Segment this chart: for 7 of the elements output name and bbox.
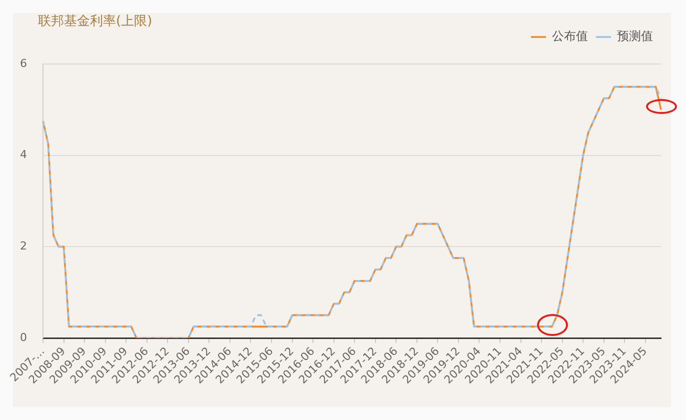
y-tick-label: 0 — [20, 330, 27, 344]
legend-label: 公布值 — [552, 29, 588, 44]
y-tick-label: 6 — [20, 56, 27, 70]
y-tick-label: 4 — [20, 148, 27, 162]
chart-title: 联邦基金利率(上限) — [38, 13, 152, 31]
y-tick-label: 2 — [20, 240, 27, 253]
legend-label: 预测值 — [617, 29, 653, 44]
